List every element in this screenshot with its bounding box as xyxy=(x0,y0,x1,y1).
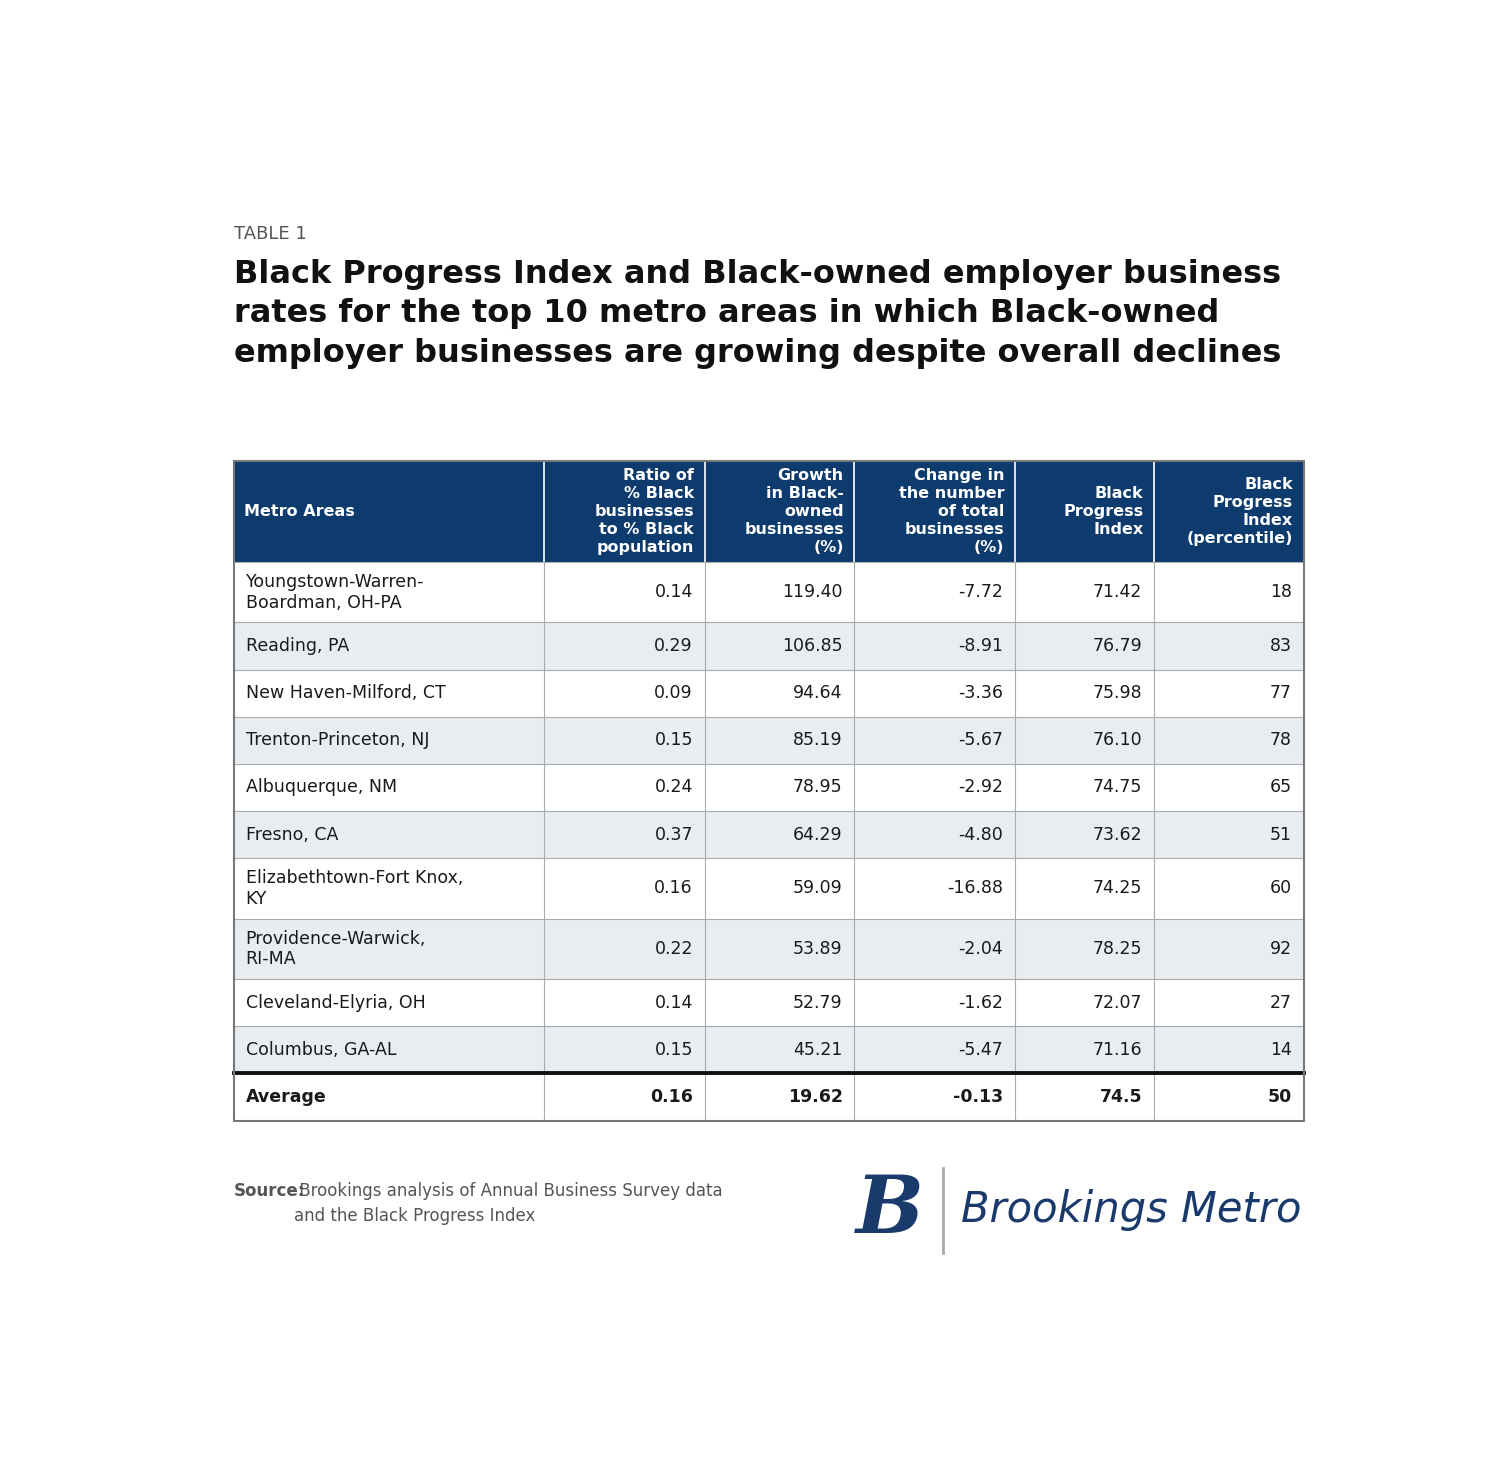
Text: 0.09: 0.09 xyxy=(654,685,693,702)
FancyBboxPatch shape xyxy=(234,1074,1304,1120)
Text: 72.07: 72.07 xyxy=(1092,994,1142,1011)
Text: 71.16: 71.16 xyxy=(1092,1040,1142,1059)
Text: 74.5: 74.5 xyxy=(1100,1088,1142,1106)
Text: 74.75: 74.75 xyxy=(1094,778,1142,797)
Text: -0.13: -0.13 xyxy=(952,1088,1004,1106)
Text: 0.14: 0.14 xyxy=(654,583,693,602)
Text: 78.25: 78.25 xyxy=(1092,940,1142,957)
Text: Change in
the number
of total
businesses
(%): Change in the number of total businesses… xyxy=(898,468,1005,555)
Text: Average: Average xyxy=(246,1088,327,1106)
Text: 50: 50 xyxy=(1268,1088,1292,1106)
Text: 19.62: 19.62 xyxy=(788,1088,843,1106)
Text: Growth
in Black-
owned
businesses
(%): Growth in Black- owned businesses (%) xyxy=(744,468,844,555)
Text: 78: 78 xyxy=(1270,731,1292,749)
Text: Albuquerque, NM: Albuquerque, NM xyxy=(246,778,396,797)
Text: Metro Areas: Metro Areas xyxy=(244,504,356,519)
Text: Fresno, CA: Fresno, CA xyxy=(246,826,338,844)
FancyBboxPatch shape xyxy=(234,1026,1304,1074)
Text: 0.22: 0.22 xyxy=(654,940,693,957)
Text: -7.72: -7.72 xyxy=(958,583,1004,602)
Text: 94.64: 94.64 xyxy=(794,685,843,702)
Text: 0.24: 0.24 xyxy=(654,778,693,797)
Text: Brookings Metro: Brookings Metro xyxy=(960,1189,1300,1231)
Text: -16.88: -16.88 xyxy=(946,880,1004,898)
Text: 71.42: 71.42 xyxy=(1094,583,1142,602)
Text: 76.79: 76.79 xyxy=(1092,637,1142,656)
Text: 119.40: 119.40 xyxy=(782,583,843,602)
Text: 0.15: 0.15 xyxy=(654,731,693,749)
Text: -4.80: -4.80 xyxy=(958,826,1004,844)
FancyBboxPatch shape xyxy=(234,460,1304,562)
Text: Columbus, GA-AL: Columbus, GA-AL xyxy=(246,1040,396,1059)
Text: 75.98: 75.98 xyxy=(1092,685,1142,702)
Text: TABLE 1: TABLE 1 xyxy=(234,226,306,243)
Text: 76.10: 76.10 xyxy=(1092,731,1142,749)
Text: 106.85: 106.85 xyxy=(782,637,843,656)
Text: Source:: Source: xyxy=(234,1182,306,1201)
Text: 85.19: 85.19 xyxy=(794,731,843,749)
Text: 0.29: 0.29 xyxy=(654,637,693,656)
Text: 65: 65 xyxy=(1269,778,1292,797)
Text: -5.47: -5.47 xyxy=(958,1040,1004,1059)
FancyBboxPatch shape xyxy=(234,919,1304,979)
Text: 83: 83 xyxy=(1270,637,1292,656)
Text: 45.21: 45.21 xyxy=(794,1040,843,1059)
FancyBboxPatch shape xyxy=(234,562,1304,622)
Text: -3.36: -3.36 xyxy=(958,685,1004,702)
Text: 0.15: 0.15 xyxy=(654,1040,693,1059)
FancyBboxPatch shape xyxy=(234,979,1304,1026)
Text: 0.37: 0.37 xyxy=(654,826,693,844)
Text: 0.14: 0.14 xyxy=(654,994,693,1011)
Text: 78.95: 78.95 xyxy=(794,778,843,797)
Text: 51: 51 xyxy=(1270,826,1292,844)
Text: -2.04: -2.04 xyxy=(958,940,1004,957)
Text: B: B xyxy=(856,1171,924,1249)
Text: Youngstown-Warren-
Boardman, OH-PA: Youngstown-Warren- Boardman, OH-PA xyxy=(246,573,424,612)
Text: Black
Progress
Index
(percentile): Black Progress Index (percentile) xyxy=(1186,476,1293,546)
Text: 52.79: 52.79 xyxy=(794,994,843,1011)
FancyBboxPatch shape xyxy=(234,763,1304,812)
FancyBboxPatch shape xyxy=(234,717,1304,763)
Text: -1.62: -1.62 xyxy=(958,994,1004,1011)
Text: 73.62: 73.62 xyxy=(1092,826,1142,844)
Text: Trenton-Princeton, NJ: Trenton-Princeton, NJ xyxy=(246,731,429,749)
Text: Elizabethtown-Fort Knox,
KY: Elizabethtown-Fort Knox, KY xyxy=(246,868,464,908)
Text: 27: 27 xyxy=(1270,994,1292,1011)
Text: Cleveland-Elyria, OH: Cleveland-Elyria, OH xyxy=(246,994,426,1011)
Text: 53.89: 53.89 xyxy=(794,940,843,957)
Text: 14: 14 xyxy=(1270,1040,1292,1059)
Text: 74.25: 74.25 xyxy=(1094,880,1142,898)
Text: 77: 77 xyxy=(1270,685,1292,702)
Text: 92: 92 xyxy=(1269,940,1292,957)
Text: -2.92: -2.92 xyxy=(958,778,1004,797)
Text: -8.91: -8.91 xyxy=(958,637,1004,656)
FancyBboxPatch shape xyxy=(234,858,1304,919)
Text: 64.29: 64.29 xyxy=(794,826,843,844)
Text: -5.67: -5.67 xyxy=(958,731,1004,749)
Text: New Haven-Milford, CT: New Haven-Milford, CT xyxy=(246,685,446,702)
FancyBboxPatch shape xyxy=(234,812,1304,858)
FancyBboxPatch shape xyxy=(234,670,1304,717)
Text: Ratio of
% Black
businesses
to % Black
population: Ratio of % Black businesses to % Black p… xyxy=(594,468,694,555)
Text: 0.16: 0.16 xyxy=(654,880,693,898)
Text: Reading, PA: Reading, PA xyxy=(246,637,350,656)
Text: Black
Progress
Index: Black Progress Index xyxy=(1064,485,1143,538)
Text: Black Progress Index and Black-owned employer business
rates for the top 10 metr: Black Progress Index and Black-owned emp… xyxy=(234,259,1281,369)
Text: Brookings analysis of Annual Business Survey data
and the Black Progress Index: Brookings analysis of Annual Business Su… xyxy=(294,1182,723,1224)
Text: 0.16: 0.16 xyxy=(650,1088,693,1106)
Text: 59.09: 59.09 xyxy=(794,880,843,898)
Text: 18: 18 xyxy=(1270,583,1292,602)
Text: Providence-Warwick,
RI-MA: Providence-Warwick, RI-MA xyxy=(246,930,426,969)
FancyBboxPatch shape xyxy=(234,622,1304,670)
Text: 60: 60 xyxy=(1269,880,1292,898)
